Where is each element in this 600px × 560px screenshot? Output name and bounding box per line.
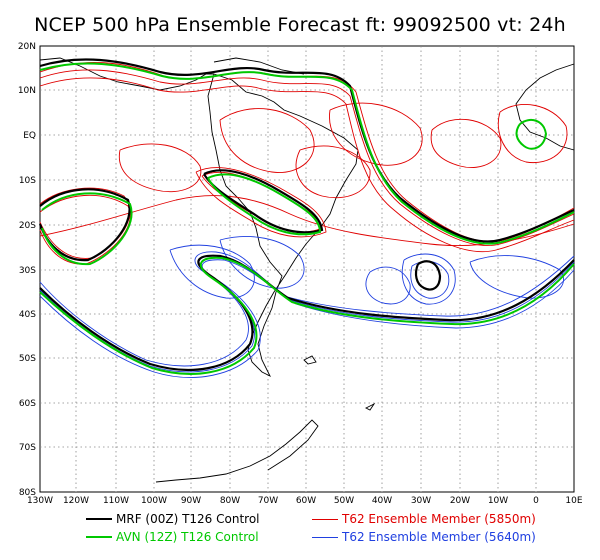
lat-label-eq: EQ [23, 131, 36, 141]
blue-contour [169, 244, 255, 299]
map-frame [39, 45, 575, 493]
red-contour [118, 143, 202, 193]
mrf-5850-contour [203, 169, 324, 234]
legend-item-5850: T62 Ensemble Member (5850m) [312, 510, 536, 528]
lon-label-120w: 120W [63, 496, 89, 506]
lon-label-130w: 130W [27, 496, 53, 506]
blue-contour [401, 253, 456, 305]
legend-swatch-5640 [312, 536, 338, 538]
red-contour [39, 194, 131, 265]
lat-label-50s: 50S [19, 354, 36, 364]
blue-contour [39, 259, 575, 378]
legend-right: T62 Ensemble Member (5850m) T62 Ensemble… [312, 510, 536, 546]
blue-contour [39, 251, 575, 367]
lon-label-110w: 110W [103, 496, 129, 506]
red-contour [295, 145, 371, 199]
map-title: NCEP 500 hPa Ensemble Forecast ft: 99092… [34, 14, 566, 36]
lon-labels: 130W 120W 110W 100W 90W 80W 70W 60W 50W … [27, 496, 583, 506]
red-contour [39, 195, 575, 246]
lat-label-70s: 70S [19, 443, 36, 453]
legend-label-avn: AVN (12Z) T126 Control [116, 530, 259, 544]
legend-swatch-mrf [86, 518, 112, 520]
red-contour [430, 118, 502, 168]
mrf-5640-contour [39, 254, 575, 371]
legend-left: MRF (00Z) T126 Control AVN (12Z) T126 Co… [86, 510, 260, 546]
lat-label-40s: 40S [19, 310, 36, 320]
red-contour [219, 108, 315, 173]
legend-label-mrf: MRF (00Z) T126 Control [116, 512, 260, 526]
avn-5850-contour [207, 173, 322, 236]
legend-item-avn: AVN (12Z) T126 Control [86, 528, 260, 546]
lat-labels: 20N 10N EQ 10S 20S 30S 40S 50S 60S 70S 8… [18, 42, 36, 498]
legend-label-5640: T62 Ensemble Member (5640m) [342, 530, 536, 544]
lon-label-90w: 90W [181, 496, 201, 506]
red-contour [195, 167, 327, 238]
blue-contour [469, 255, 565, 299]
lon-label-50w: 50W [334, 496, 354, 506]
lat-label-80s: 80S [19, 488, 36, 498]
falklands [303, 355, 317, 365]
lon-label-60w: 60W [296, 496, 316, 506]
legend-item-5640: T62 Ensemble Member (5640m) [312, 528, 536, 546]
mrf-5850-contour [38, 188, 131, 262]
lon-label-10w: 10W [488, 496, 508, 506]
lat-label-10s: 10S [19, 176, 36, 186]
lon-label-20w: 20W [450, 496, 470, 506]
red-contour [497, 104, 568, 164]
lat-label-30s: 30S [19, 266, 36, 276]
avn-5850-contour [515, 118, 548, 150]
legend-swatch-avn [86, 536, 112, 538]
red-contour [329, 102, 423, 166]
lon-label-80w: 80W [220, 496, 240, 506]
legend-item-mrf: MRF (00Z) T126 Control [86, 510, 260, 528]
lat-label-10n: 10N [18, 86, 36, 96]
south-georgia [364, 402, 376, 411]
lon-label-100w: 100W [141, 496, 167, 506]
lon-label-30w: 30W [411, 496, 431, 506]
blue-contour [365, 266, 411, 305]
antarctic-peninsula-coast [155, 419, 319, 483]
avn-5850-contour [41, 192, 133, 266]
legend-swatch-5850 [312, 518, 338, 520]
red-ensemble-contours [39, 61, 575, 265]
mrf-5850-contour [39, 58, 575, 243]
lon-label-70w: 70W [258, 496, 278, 506]
caribbean-coast [213, 57, 305, 75]
lon-label-40w: 40W [372, 496, 392, 506]
africa-coast [515, 63, 575, 151]
avn-5640-contour [39, 256, 575, 375]
lat-label-20n: 20N [18, 42, 36, 52]
lon-label-0: 0 [533, 496, 539, 506]
avn-5850-contour [39, 62, 575, 245]
lon-label-10e: 10E [565, 496, 582, 506]
blue-contour [219, 236, 305, 289]
red-contour [39, 69, 575, 246]
mrf-5640-contour [414, 260, 442, 291]
avn-control-contours [39, 62, 575, 375]
lat-label-60s: 60S [19, 399, 36, 409]
legend-label-5850: T62 Ensemble Member (5850m) [342, 512, 536, 526]
lat-label-20s: 20S [19, 221, 36, 231]
mrf-control-contours [38, 58, 575, 371]
red-contour [39, 77, 575, 252]
blue-ensemble-contours [39, 236, 575, 378]
